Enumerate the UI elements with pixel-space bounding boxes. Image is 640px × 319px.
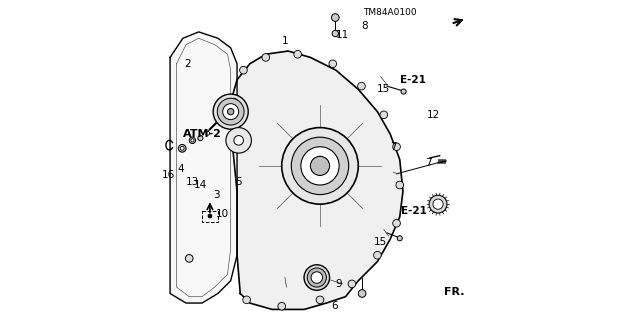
Circle shape	[332, 14, 339, 21]
Circle shape	[429, 195, 447, 213]
Text: 14: 14	[194, 180, 207, 190]
Text: 3: 3	[213, 189, 220, 200]
Circle shape	[213, 94, 248, 129]
Circle shape	[433, 199, 443, 209]
Text: 15: 15	[377, 84, 390, 94]
Circle shape	[348, 280, 356, 288]
Text: 4: 4	[178, 164, 184, 174]
Text: TM84A0100: TM84A0100	[364, 8, 417, 17]
Circle shape	[282, 128, 358, 204]
Circle shape	[226, 128, 252, 153]
Text: 2: 2	[184, 59, 191, 69]
Circle shape	[191, 139, 194, 142]
Circle shape	[316, 296, 324, 304]
Circle shape	[307, 268, 326, 287]
Text: 7: 7	[390, 142, 397, 152]
Text: 16: 16	[162, 170, 175, 181]
Circle shape	[311, 272, 323, 283]
Circle shape	[208, 214, 212, 218]
Circle shape	[230, 98, 237, 106]
Circle shape	[301, 147, 339, 185]
Circle shape	[180, 146, 184, 150]
Circle shape	[358, 82, 365, 90]
Circle shape	[186, 255, 193, 262]
Text: 11: 11	[336, 30, 349, 40]
Text: 1: 1	[282, 36, 288, 47]
Circle shape	[206, 131, 210, 135]
Circle shape	[401, 89, 406, 94]
Circle shape	[262, 54, 269, 61]
Circle shape	[291, 137, 349, 195]
Circle shape	[189, 137, 196, 144]
Circle shape	[393, 143, 401, 151]
Text: 12: 12	[427, 110, 440, 120]
Text: 7: 7	[425, 158, 432, 168]
Circle shape	[243, 296, 250, 304]
Circle shape	[329, 60, 337, 68]
Text: FR.: FR.	[444, 287, 464, 297]
Circle shape	[223, 104, 239, 120]
Text: 8: 8	[362, 20, 368, 31]
Text: ATM-2: ATM-2	[182, 129, 221, 139]
Circle shape	[227, 108, 234, 115]
Text: 5: 5	[236, 177, 242, 187]
Circle shape	[393, 219, 401, 227]
Text: 6: 6	[331, 301, 338, 311]
Circle shape	[396, 181, 404, 189]
Text: 15: 15	[374, 237, 387, 248]
Circle shape	[198, 136, 203, 141]
Text: E-21: E-21	[399, 75, 426, 85]
Polygon shape	[170, 32, 237, 303]
Bar	[202, 211, 218, 222]
Circle shape	[218, 98, 244, 125]
Circle shape	[332, 30, 339, 37]
Text: 9: 9	[336, 279, 342, 289]
Text: E-21: E-21	[401, 205, 427, 216]
Circle shape	[239, 66, 247, 74]
Circle shape	[304, 265, 330, 290]
Circle shape	[380, 111, 388, 119]
Circle shape	[234, 136, 243, 145]
Circle shape	[278, 302, 285, 310]
Text: 13: 13	[186, 177, 199, 187]
Text: 10: 10	[216, 209, 229, 219]
Circle shape	[294, 50, 301, 58]
Circle shape	[374, 251, 381, 259]
Polygon shape	[230, 51, 403, 309]
Circle shape	[310, 156, 330, 175]
Circle shape	[358, 290, 366, 297]
Circle shape	[179, 145, 186, 152]
Circle shape	[397, 236, 403, 241]
